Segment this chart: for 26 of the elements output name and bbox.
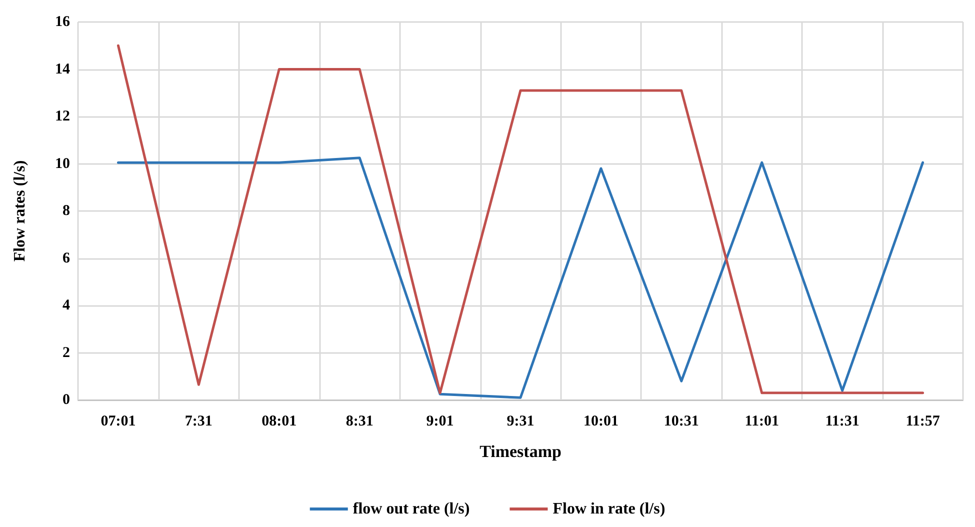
y-tick-label: 2 bbox=[62, 344, 70, 361]
y-tick-label: 6 bbox=[62, 250, 70, 266]
line-series bbox=[116, 156, 924, 399]
y-tick-label: 8 bbox=[62, 203, 70, 219]
y-axis-title: Flow rates (l/s) bbox=[12, 160, 28, 262]
x-tick-label: 9:31 bbox=[506, 414, 534, 430]
y-tick-label: 0 bbox=[62, 392, 70, 408]
x-tick-label: 11:31 bbox=[825, 414, 860, 430]
y-tick-label: 4 bbox=[62, 298, 70, 314]
x-tick-label: 11:57 bbox=[906, 414, 940, 430]
x-tick-label: 8:31 bbox=[346, 414, 374, 430]
x-tick-label: 9:01 bbox=[426, 414, 454, 430]
line-series bbox=[116, 44, 924, 394]
y-tick-label: 10 bbox=[55, 156, 70, 172]
x-tick-label: 07:01 bbox=[100, 414, 136, 430]
y-tick-label: 14 bbox=[55, 61, 70, 78]
y-tick-label: 12 bbox=[55, 108, 70, 124]
legend-label: Flow in rate (l/s) bbox=[552, 500, 666, 518]
x-tick-label: 10:31 bbox=[664, 414, 699, 430]
x-tick-label: 08:01 bbox=[262, 414, 297, 430]
x-axis-title: Timestamp bbox=[480, 442, 562, 461]
legend-label: flow out rate (l/s) bbox=[352, 500, 470, 518]
x-tick-label: 7:31 bbox=[184, 414, 212, 430]
x-tick-label: 10:01 bbox=[583, 414, 618, 430]
y-tick-label: 16 bbox=[55, 14, 70, 30]
x-tick-label: 11:01 bbox=[744, 414, 779, 430]
